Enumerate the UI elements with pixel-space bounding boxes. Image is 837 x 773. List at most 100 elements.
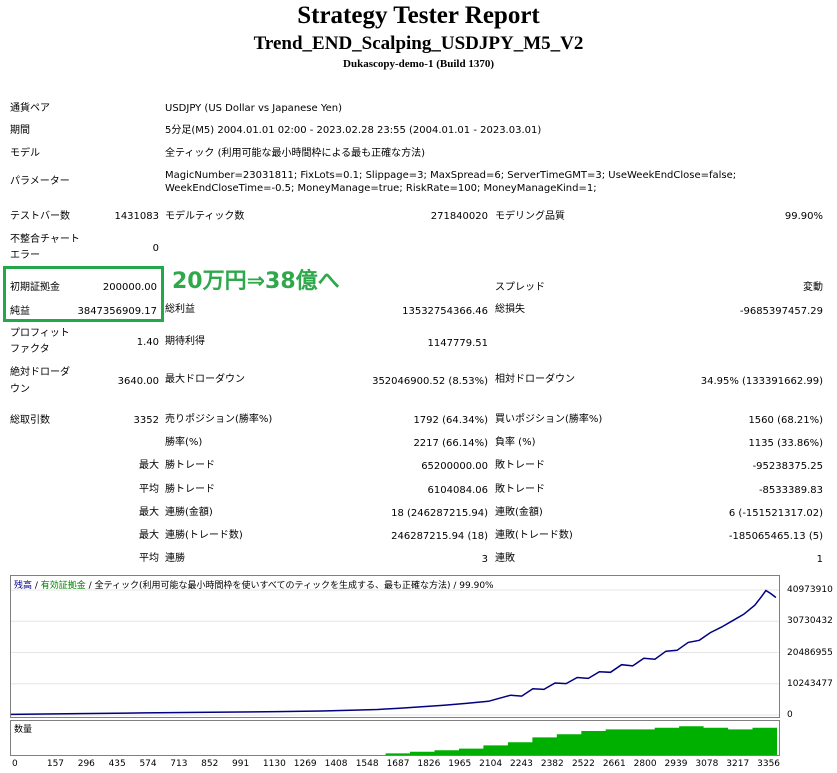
consecloss-cnt-label: 連敗(トレード数) [495, 530, 573, 541]
legend-balance: 残高 [14, 581, 33, 591]
x-tick-label: 2382 [540, 759, 564, 769]
quality-value: 99.90% [784, 211, 823, 222]
netprofit-label: 純益 [10, 306, 30, 317]
symbol-value: USDJPY (US Dollar vs Japanese Yen) [165, 103, 343, 114]
spread-value: 変動 [803, 282, 823, 293]
ea-name: Trend_END_Scalping_USDJPY_M5_V2 [253, 33, 584, 54]
maxloss-label: 敗トレード [495, 460, 545, 471]
x-tick-label: 435 [108, 759, 126, 769]
x-tick-label: 3217 [726, 759, 750, 769]
legend-quality: / 99.90% [450, 581, 494, 591]
x-tick-label: 574 [139, 759, 157, 769]
params-line2: WeekEndCloseTime=-0.5; MoneyManage=true;… [165, 183, 597, 194]
maxwin-label: 勝トレード [165, 460, 215, 471]
bars-label: テストバー数 [10, 211, 70, 222]
max-label-3: 最大 [139, 530, 159, 541]
highlight-box [3, 266, 164, 322]
winrate-value: 2217 (66.14%) [413, 438, 488, 449]
x-tick-label: 1269 [293, 759, 317, 769]
avgconsecloss-label: 連敗 [495, 553, 515, 564]
x-tick-label: 1965 [448, 759, 472, 769]
model-label: モデル [10, 148, 40, 159]
mismatch-label-1: 不整合チャート [10, 234, 80, 245]
max-label-1: 最大 [139, 460, 159, 471]
reldd-label: 相対ドローダウン [495, 374, 575, 385]
volume-area [385, 726, 777, 755]
x-tick-label: 1826 [417, 759, 441, 769]
x-tick-label: 1687 [386, 759, 410, 769]
avg-label-1: 平均 [139, 484, 159, 495]
pf-value: 1.40 [136, 337, 159, 348]
ticks-label: モデルティック数 [165, 211, 245, 222]
reldd-value: 34.95% (133391662.99) [700, 376, 823, 387]
deposit-value: 200000.00 [102, 282, 157, 293]
mismatch-label-2: エラー [10, 250, 40, 261]
x-tick-label: 3356 [757, 759, 781, 769]
report-title: Strategy Tester Report [297, 2, 540, 29]
avg-label-2: 平均 [139, 553, 159, 564]
maxdd-value: 352046900.52 (8.53%) [372, 376, 488, 387]
legend-equity: 有効証拠金 [40, 581, 86, 591]
volume-chart-frame: 数量 [10, 720, 780, 756]
chart-legend: 残高 / 有効証拠金 / 全ティック(利用可能な最小時間枠を使いすべてのティック… [14, 578, 494, 591]
period-value: 5分足(M5) 2004.01.01 02:00 - 2023.02.28 23… [165, 125, 542, 136]
pf-label-1: プロフィット [10, 328, 70, 339]
x-tick-label: 991 [232, 759, 250, 769]
lossrate-value: 1135 (33.86%) [748, 438, 823, 449]
expected-label: 期待利得 [165, 336, 205, 347]
model-value: 全ティック (利用可能な最小時間枠による最も正確な方法) [165, 148, 426, 159]
avgloss-label: 敗トレード [495, 484, 545, 495]
y-tick-label: 20486955 [787, 647, 833, 658]
winrate-label: 勝率(%) [165, 437, 203, 448]
short-value: 1792 (64.34%) [413, 415, 488, 426]
x-tick-label: 3078 [695, 759, 719, 769]
mismatch-value: 0 [152, 243, 159, 254]
y-tick-label: 40973910 [787, 585, 833, 595]
x-tick-label: 296 [77, 759, 95, 769]
y-tick-label: 10243477 [787, 678, 833, 689]
avgconsecloss-value: 1 [816, 554, 823, 565]
params-line1: MagicNumber=23031811; FixLots=0.1; Slipp… [165, 170, 737, 181]
x-tick-label: 2661 [602, 759, 626, 769]
server-build: Dukascopy-demo-1 (Build 1370) [343, 58, 494, 70]
x-tick-label: 713 [170, 759, 188, 769]
symbol-label: 通貨ペア [10, 103, 50, 114]
x-tick-label: 2243 [510, 759, 533, 769]
y-tick-label: 30730432 [787, 616, 833, 627]
x-tick-label: 2800 [633, 759, 657, 769]
consecloss-cnt-value: -185065465.13 (5) [728, 531, 823, 542]
x-tick-label: 2939 [664, 759, 688, 769]
consecwin-cnt-value: 246287215.94 (18) [391, 531, 488, 542]
pf-label-2: ファクタ [10, 344, 50, 355]
balance-chart [10, 589, 779, 716]
legend-model: 全ティック(利用可能な最小時間枠を使いすべてのティックを生成する、最も正確な方法… [94, 581, 451, 591]
grossloss-label: 総損失 [495, 304, 525, 315]
maxdd-label: 最大ドローダウン [165, 374, 245, 385]
x-tick-label: 2104 [479, 759, 503, 769]
x-tick-label: 0 [12, 759, 18, 769]
consecloss-amt-label: 連敗(金額) [495, 507, 543, 518]
x-tick-label: 157 [46, 759, 65, 769]
x-tick-label: 2522 [571, 759, 595, 769]
spread-label: スプレッド [495, 282, 545, 293]
consecloss-amt-value: 6 (-151521317.02) [728, 508, 823, 519]
short-label: 売りポジション(勝率%) [165, 414, 273, 425]
avgconsecwin-value: 3 [481, 554, 488, 565]
avgwin-label: 勝トレード [165, 484, 215, 495]
trades-label: 総取引数 [10, 415, 50, 426]
consecwin-amt-value: 18 (246287215.94) [391, 508, 488, 519]
profit-annotation: 20万円⇒38億へ [172, 269, 340, 294]
maxwin-value: 65200000.00 [421, 461, 488, 472]
params-label: パラメーター [10, 176, 70, 187]
absdd-label-2: ウン [10, 384, 30, 395]
deposit-label: 初期証拠金 [10, 282, 60, 293]
period-label: 期間 [10, 125, 30, 136]
x-tick-label: 1548 [355, 759, 379, 769]
balance-line [10, 589, 777, 716]
x-tick-label: 1408 [324, 759, 348, 769]
volume-chart [385, 726, 777, 755]
avgwin-value: 6104084.06 [427, 485, 488, 496]
y-tick-label: 0 [787, 710, 793, 720]
avgloss-value: -8533389.83 [758, 485, 823, 496]
volume-label: 数量 [14, 725, 33, 735]
